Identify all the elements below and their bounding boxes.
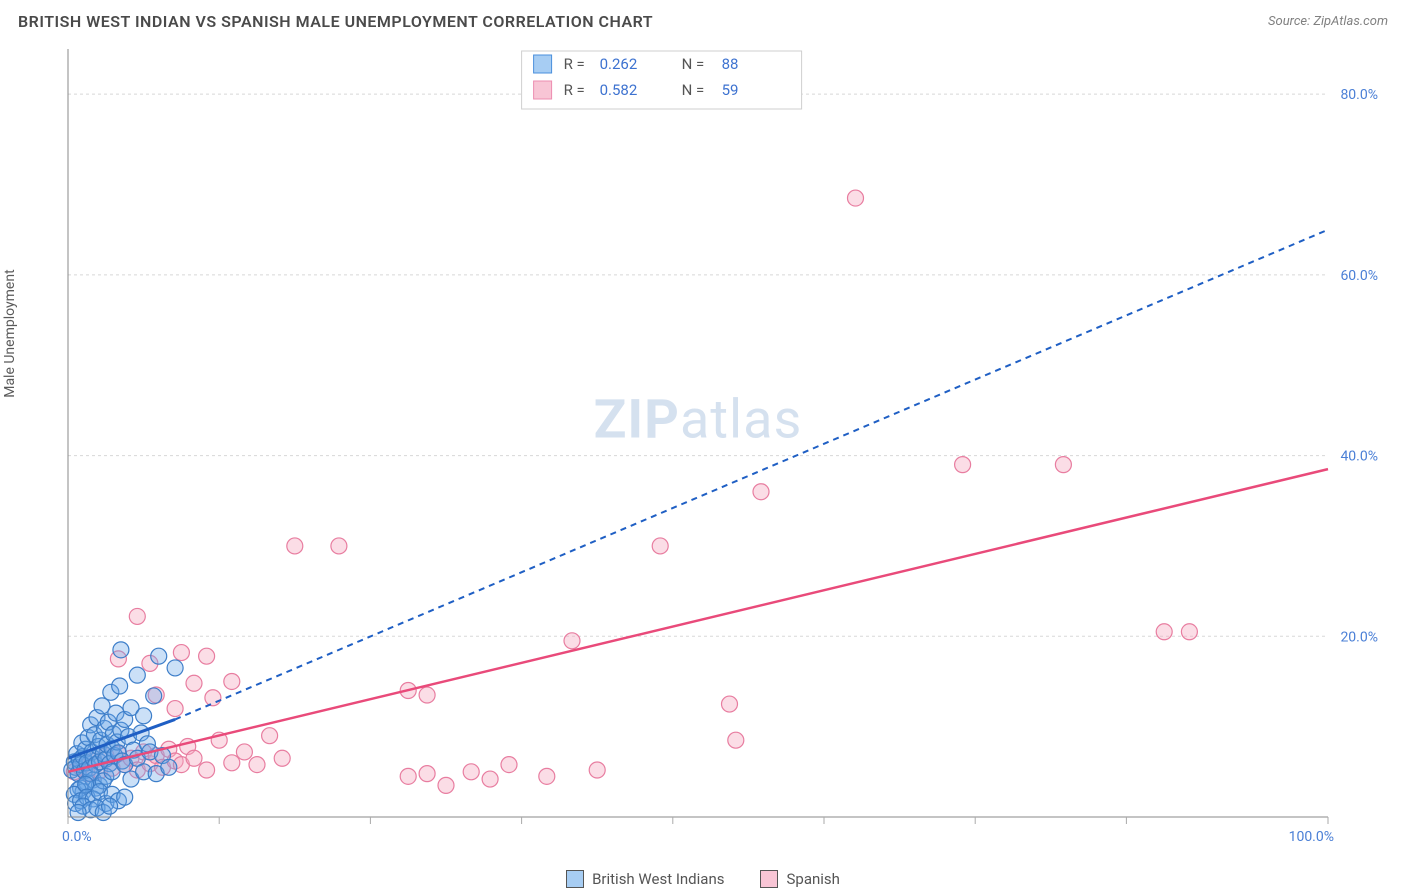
source-name: ZipAtlas.com xyxy=(1313,14,1388,29)
data-point-spanish xyxy=(539,768,555,784)
y-axis-label: Male Unemployment xyxy=(2,269,18,397)
stats-R-label: R = xyxy=(564,81,585,99)
data-point-spanish xyxy=(167,701,183,717)
data-point-spanish xyxy=(728,732,744,748)
legend-swatch-pink xyxy=(760,870,778,888)
data-point-spanish xyxy=(419,687,435,703)
data-point-spanish xyxy=(199,762,215,778)
data-point-bwi xyxy=(136,708,152,724)
data-point-bwi xyxy=(70,804,86,820)
data-point-spanish xyxy=(753,484,769,500)
data-point-spanish xyxy=(1055,457,1071,473)
legend-swatch-blue xyxy=(566,870,584,888)
data-point-spanish xyxy=(173,645,189,661)
legend-item-spanish: Spanish xyxy=(760,870,839,888)
scatter-plot: 20.0% 40.0% 60.0% 80.0% ZIPatlas 0.0% 100.0% R … xyxy=(18,39,1388,869)
source-attribution: Source: ZipAtlas.com xyxy=(1268,14,1388,29)
data-point-spanish xyxy=(199,648,215,664)
data-point-bwi xyxy=(146,688,162,704)
data-point-spanish xyxy=(224,755,240,771)
data-point-bwi xyxy=(112,678,128,694)
data-point-spanish xyxy=(400,768,416,784)
legend-label-bwi: British West Indians xyxy=(592,870,724,888)
data-point-spanish xyxy=(262,728,278,744)
data-point-spanish xyxy=(287,538,303,554)
data-point-spanish xyxy=(186,675,202,691)
data-point-spanish xyxy=(463,764,479,780)
data-point-spanish xyxy=(722,696,738,712)
data-point-spanish xyxy=(1181,624,1197,640)
x-tick-label-max: 100.0% xyxy=(1289,829,1334,845)
watermark: ZIPatlas xyxy=(594,389,803,452)
data-point-spanish xyxy=(205,690,221,706)
data-point-spanish xyxy=(1156,624,1172,640)
y-tick-label: 80.0% xyxy=(1340,87,1378,103)
y-tick-label: 60.0% xyxy=(1340,268,1378,284)
data-point-bwi xyxy=(113,642,129,658)
legend-label-spanish: Spanish xyxy=(786,870,839,888)
data-point-spanish xyxy=(186,750,202,766)
stats-swatch-spanish xyxy=(534,81,552,99)
data-point-spanish xyxy=(589,762,605,778)
chart-container: Male Unemployment 20.0%40.0%60.0%80.0%ZI… xyxy=(18,39,1388,869)
data-point-spanish xyxy=(501,757,517,773)
data-point-spanish xyxy=(848,190,864,206)
data-point-spanish xyxy=(482,771,498,787)
legend-item-bwi: British West Indians xyxy=(566,870,724,888)
stats-R-label: R = xyxy=(564,55,585,73)
y-tick-label: 40.0% xyxy=(1340,449,1378,465)
data-point-spanish xyxy=(652,538,668,554)
data-point-spanish xyxy=(564,633,580,649)
data-point-bwi xyxy=(117,789,133,805)
data-point-spanish xyxy=(331,538,347,554)
chart-header: BRITISH WEST INDIAN VS SPANISH MALE UNEM… xyxy=(0,0,1406,39)
data-point-spanish xyxy=(438,777,454,793)
data-point-bwi xyxy=(161,759,177,775)
data-point-spanish xyxy=(224,673,240,689)
bottom-legend: British West Indians Spanish xyxy=(0,870,1406,888)
stats-N-value-bwi: 88 xyxy=(722,55,739,73)
data-point-spanish xyxy=(129,608,145,624)
chart-title: BRITISH WEST INDIAN VS SPANISH MALE UNEM… xyxy=(18,12,653,31)
x-tick-label-min: 0.0% xyxy=(62,829,92,845)
stats-swatch-bwi xyxy=(534,55,552,73)
data-point-bwi xyxy=(151,648,167,664)
data-point-bwi xyxy=(167,660,183,676)
stats-N-label: N = xyxy=(682,81,705,99)
trend-line-spanish xyxy=(68,469,1328,772)
data-point-spanish xyxy=(274,750,290,766)
stats-N-label: N = xyxy=(682,55,705,73)
source-prefix: Source: xyxy=(1268,14,1313,29)
data-point-bwi xyxy=(102,798,118,814)
stats-R-value-bwi: 0.262 xyxy=(600,55,638,73)
data-point-spanish xyxy=(419,766,435,782)
data-point-spanish xyxy=(236,744,252,760)
y-tick-label: 20.0% xyxy=(1340,629,1378,645)
data-point-spanish xyxy=(249,757,265,773)
stats-R-value-spanish: 0.582 xyxy=(600,81,638,99)
stats-N-value-spanish: 59 xyxy=(722,81,739,99)
data-point-bwi xyxy=(129,667,145,683)
data-point-spanish xyxy=(955,457,971,473)
trend-line-ext-bwi xyxy=(175,230,1328,720)
